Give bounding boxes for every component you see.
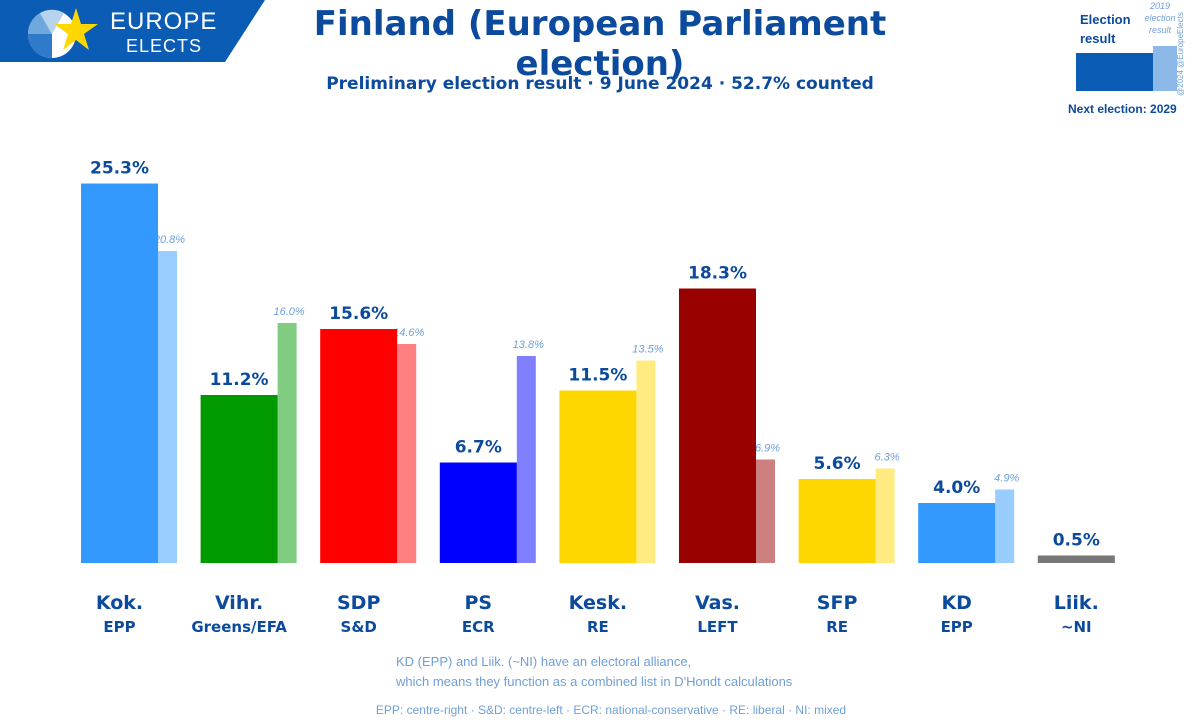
bar-2024-label-8: 0.5% (1053, 531, 1100, 551)
party-group: EPP (103, 618, 136, 636)
party-label-4: Kesk. RE (538, 592, 658, 636)
bar-2024-label-4: 11.5% (568, 366, 627, 386)
party-label-3: PS ECR (418, 592, 538, 636)
party-group: S&D (340, 618, 377, 636)
bar-2024-label-1: 11.2% (210, 370, 269, 390)
bar-2019-1 (277, 323, 297, 563)
party-label-6: SFP RE (777, 592, 897, 636)
logo-text-elects: ELECTS (126, 36, 203, 56)
party-group: LEFT (697, 618, 738, 636)
party-group: Greens/EFA (191, 618, 287, 636)
bar-2019-label-0: 20.8% (153, 234, 185, 246)
bar-2019-6 (875, 468, 895, 563)
bar-2024-8 (1037, 555, 1115, 563)
party-name: Kesk. (568, 592, 628, 614)
bar-2019-label-7: 4.9% (994, 473, 1019, 485)
legend-previous-swatch (1153, 46, 1177, 91)
legend-current-swatch (1076, 53, 1153, 91)
group-legend-footer: EPP: centre-right · S&D: centre-left · E… (375, 703, 847, 717)
party-label-8: Liik. ~NI (1016, 592, 1136, 636)
party-name: Liik. (1053, 592, 1099, 614)
bar-2024-0 (81, 183, 158, 563)
bar-2024-label-2: 15.6% (329, 304, 388, 324)
bar-2024-3 (439, 462, 517, 563)
party-group: RE (586, 618, 609, 636)
alliance-note-line1: KD (EPP) and Liik. (~NI) have an elector… (396, 654, 692, 669)
bar-2019-label-3: 13.8% (513, 339, 544, 351)
bar-2019-7 (995, 489, 1015, 563)
bar-2024-5 (679, 288, 756, 563)
bar-2024-1 (200, 395, 278, 563)
party-name: SDP (336, 592, 381, 614)
party-name: Vas. (694, 592, 740, 614)
party-group: ~NI (1060, 618, 1092, 636)
next-election-label: Next election: 2029 (1068, 102, 1177, 116)
party-name: Kok. (95, 592, 144, 614)
party-group: EPP (940, 618, 973, 636)
party-group: RE (826, 618, 848, 636)
bar-2019-0 (158, 251, 177, 563)
logo-text-europe: EUROPE (110, 8, 218, 35)
party-label-5: Vas. LEFT (658, 592, 778, 636)
party-name: Vihr. (214, 592, 264, 614)
bar-2019-3 (516, 356, 536, 563)
bar-2019-label-1: 16.0% (273, 306, 304, 318)
bar-2019-label-5: 6.9% (755, 443, 780, 455)
bar-2024-label-7: 4.0% (933, 478, 980, 498)
europe-elects-logo: EUROPE ELECTS (0, 0, 270, 62)
bar-2024-label-6: 5.6% (814, 454, 861, 474)
bar-2024-2 (320, 329, 398, 563)
party-name: KD (941, 592, 972, 614)
logo-graphic (0, 0, 265, 62)
bar-2024-6 (798, 479, 876, 563)
legend-current-label: Election result (1080, 12, 1131, 46)
alliance-note-line2: which means they function as a combined … (396, 674, 793, 689)
party-label-0: Kok. EPP (60, 592, 180, 636)
bar-2019-label-6: 6.3% (875, 452, 900, 464)
party-label-1: Vihr. Greens/EFA (179, 592, 299, 636)
bar-2024-label-0: 25.3% (90, 159, 149, 179)
bar-2024-7 (918, 503, 996, 563)
bar-2024-4 (559, 390, 637, 563)
party-name: PS (464, 592, 493, 614)
bar-2024-label-5: 18.3% (688, 264, 747, 284)
bar-2024-label-3: 6.7% (455, 438, 502, 458)
party-label-7: KD EPP (897, 592, 1017, 636)
bar-2019-label-4: 13.5% (632, 344, 663, 356)
party-label-2: SDP S&D (299, 592, 419, 636)
legend: Election result 2019 election result Nex… (1060, 0, 1200, 140)
bar-2019-4 (636, 360, 656, 563)
bar-2019-5 (756, 459, 775, 563)
party-group: ECR (461, 618, 495, 636)
chart-title: Finland (European Parliament election) (313, 4, 887, 84)
chart-subtitle: Preliminary election result · 9 June 202… (326, 74, 874, 94)
legend-previous-label: 2019 election result (1144, 1, 1176, 35)
alliance-note: KD (EPP) and Liik. (~NI) have an elector… (396, 652, 792, 692)
bar-2019-label-2: 14.6% (393, 327, 424, 339)
party-name: SFP (816, 592, 858, 614)
bar-2019-2 (397, 344, 417, 563)
